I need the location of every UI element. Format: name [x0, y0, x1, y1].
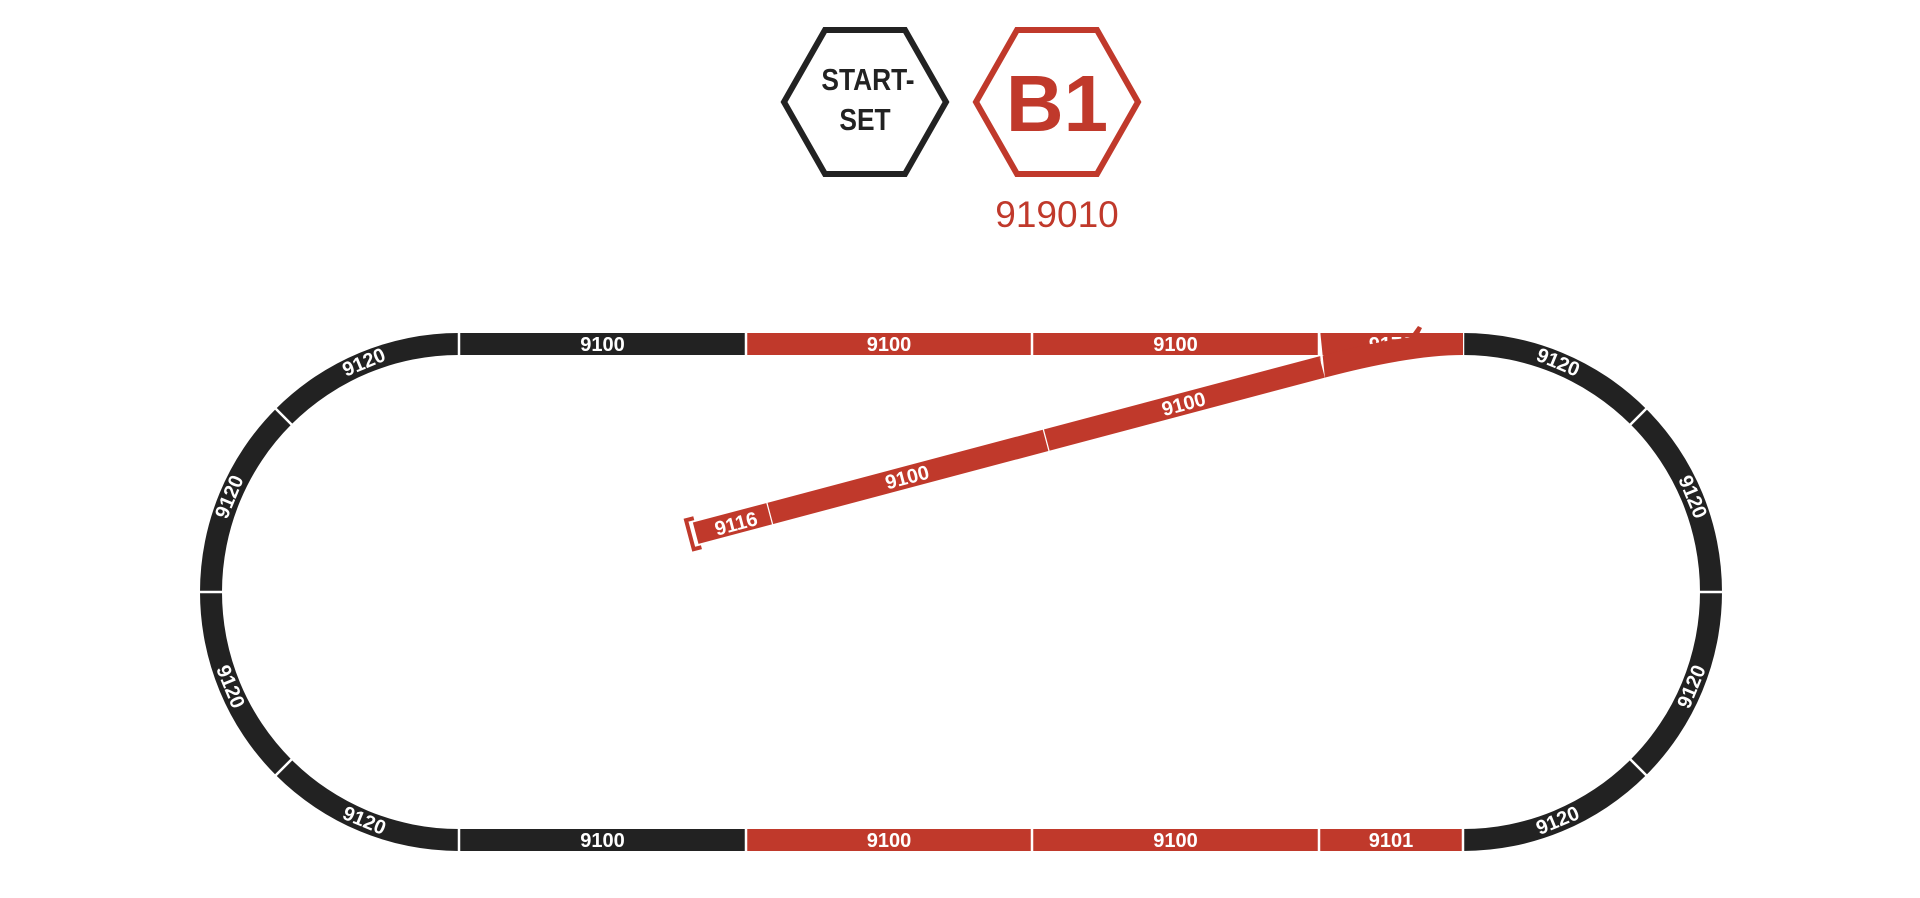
curves-left-track-3	[200, 408, 292, 592]
curves-right-track-2	[1630, 408, 1722, 592]
bottom-track-label-1: 9100	[580, 830, 625, 852]
bottom-track-label-3: 9100	[1153, 830, 1198, 852]
branch-track-3	[692, 503, 772, 544]
start-set-badge: START- SET	[780, 27, 950, 177]
curves-right-label-4: 9120	[1533, 802, 1583, 839]
buffer-stop-icon	[683, 516, 702, 552]
top-straight-track-1	[459, 333, 746, 355]
track-joint	[1628, 757, 1648, 777]
set-b1-badge: B1 919010	[972, 27, 1142, 235]
curves-left-track-4	[275, 333, 459, 425]
curves-right-track-3	[1630, 592, 1722, 776]
switch-motor-icon	[1413, 326, 1422, 334]
curves-right-track-1	[1463, 333, 1647, 425]
curves-left-track-2	[200, 592, 292, 776]
bottom-straight-track-1	[459, 829, 746, 851]
track-joint	[274, 407, 294, 427]
bottom-track-label-2: 9100	[867, 830, 912, 852]
curves-left-track-1	[275, 759, 459, 851]
curves-left-label-3: 9120	[211, 472, 248, 522]
curves-right-track-4	[1463, 759, 1647, 851]
branch-track-label-1: 9100	[1159, 388, 1208, 421]
bottom-straight-track-3	[1032, 829, 1319, 851]
branch-track-1	[1042, 356, 1325, 451]
track-joint	[274, 757, 294, 777]
bottom-track-label-4: 9101	[1369, 830, 1414, 852]
curves-right-label-1: 9120	[1533, 344, 1583, 381]
start-set-line1: START-	[821, 63, 914, 97]
track-joint	[1628, 407, 1648, 427]
start-set-hexagon	[780, 27, 950, 177]
branch-track-label-2: 9100	[883, 462, 932, 495]
top-track-label-3: 9100	[1153, 334, 1198, 356]
start-set-line2: SET	[839, 103, 891, 137]
set-b1-hexagon	[972, 27, 1142, 177]
bottom-straight-track-2	[746, 829, 1032, 851]
top-straight-track-2	[746, 333, 1032, 355]
curves-right-label-2: 9120	[1673, 472, 1710, 522]
curves-right-label-3: 9120	[1673, 662, 1710, 712]
top-straight-track-3	[1032, 333, 1319, 355]
top-track-label-1: 9100	[580, 334, 625, 356]
bottom-straight-track-4	[1319, 829, 1463, 851]
switch-diverging-track	[1319, 333, 1464, 378]
set-code: B1	[1006, 59, 1108, 148]
branch-track-label-3: 9116	[712, 508, 760, 540]
curves-left-label-4: 9120	[339, 344, 389, 381]
set-article-number: 919010	[995, 194, 1118, 235]
curves-left-label-1: 9120	[339, 802, 389, 839]
curves-left-label-2: 9120	[211, 662, 248, 712]
top-track-label-2: 9100	[867, 334, 912, 356]
branch-track-2	[766, 429, 1049, 525]
